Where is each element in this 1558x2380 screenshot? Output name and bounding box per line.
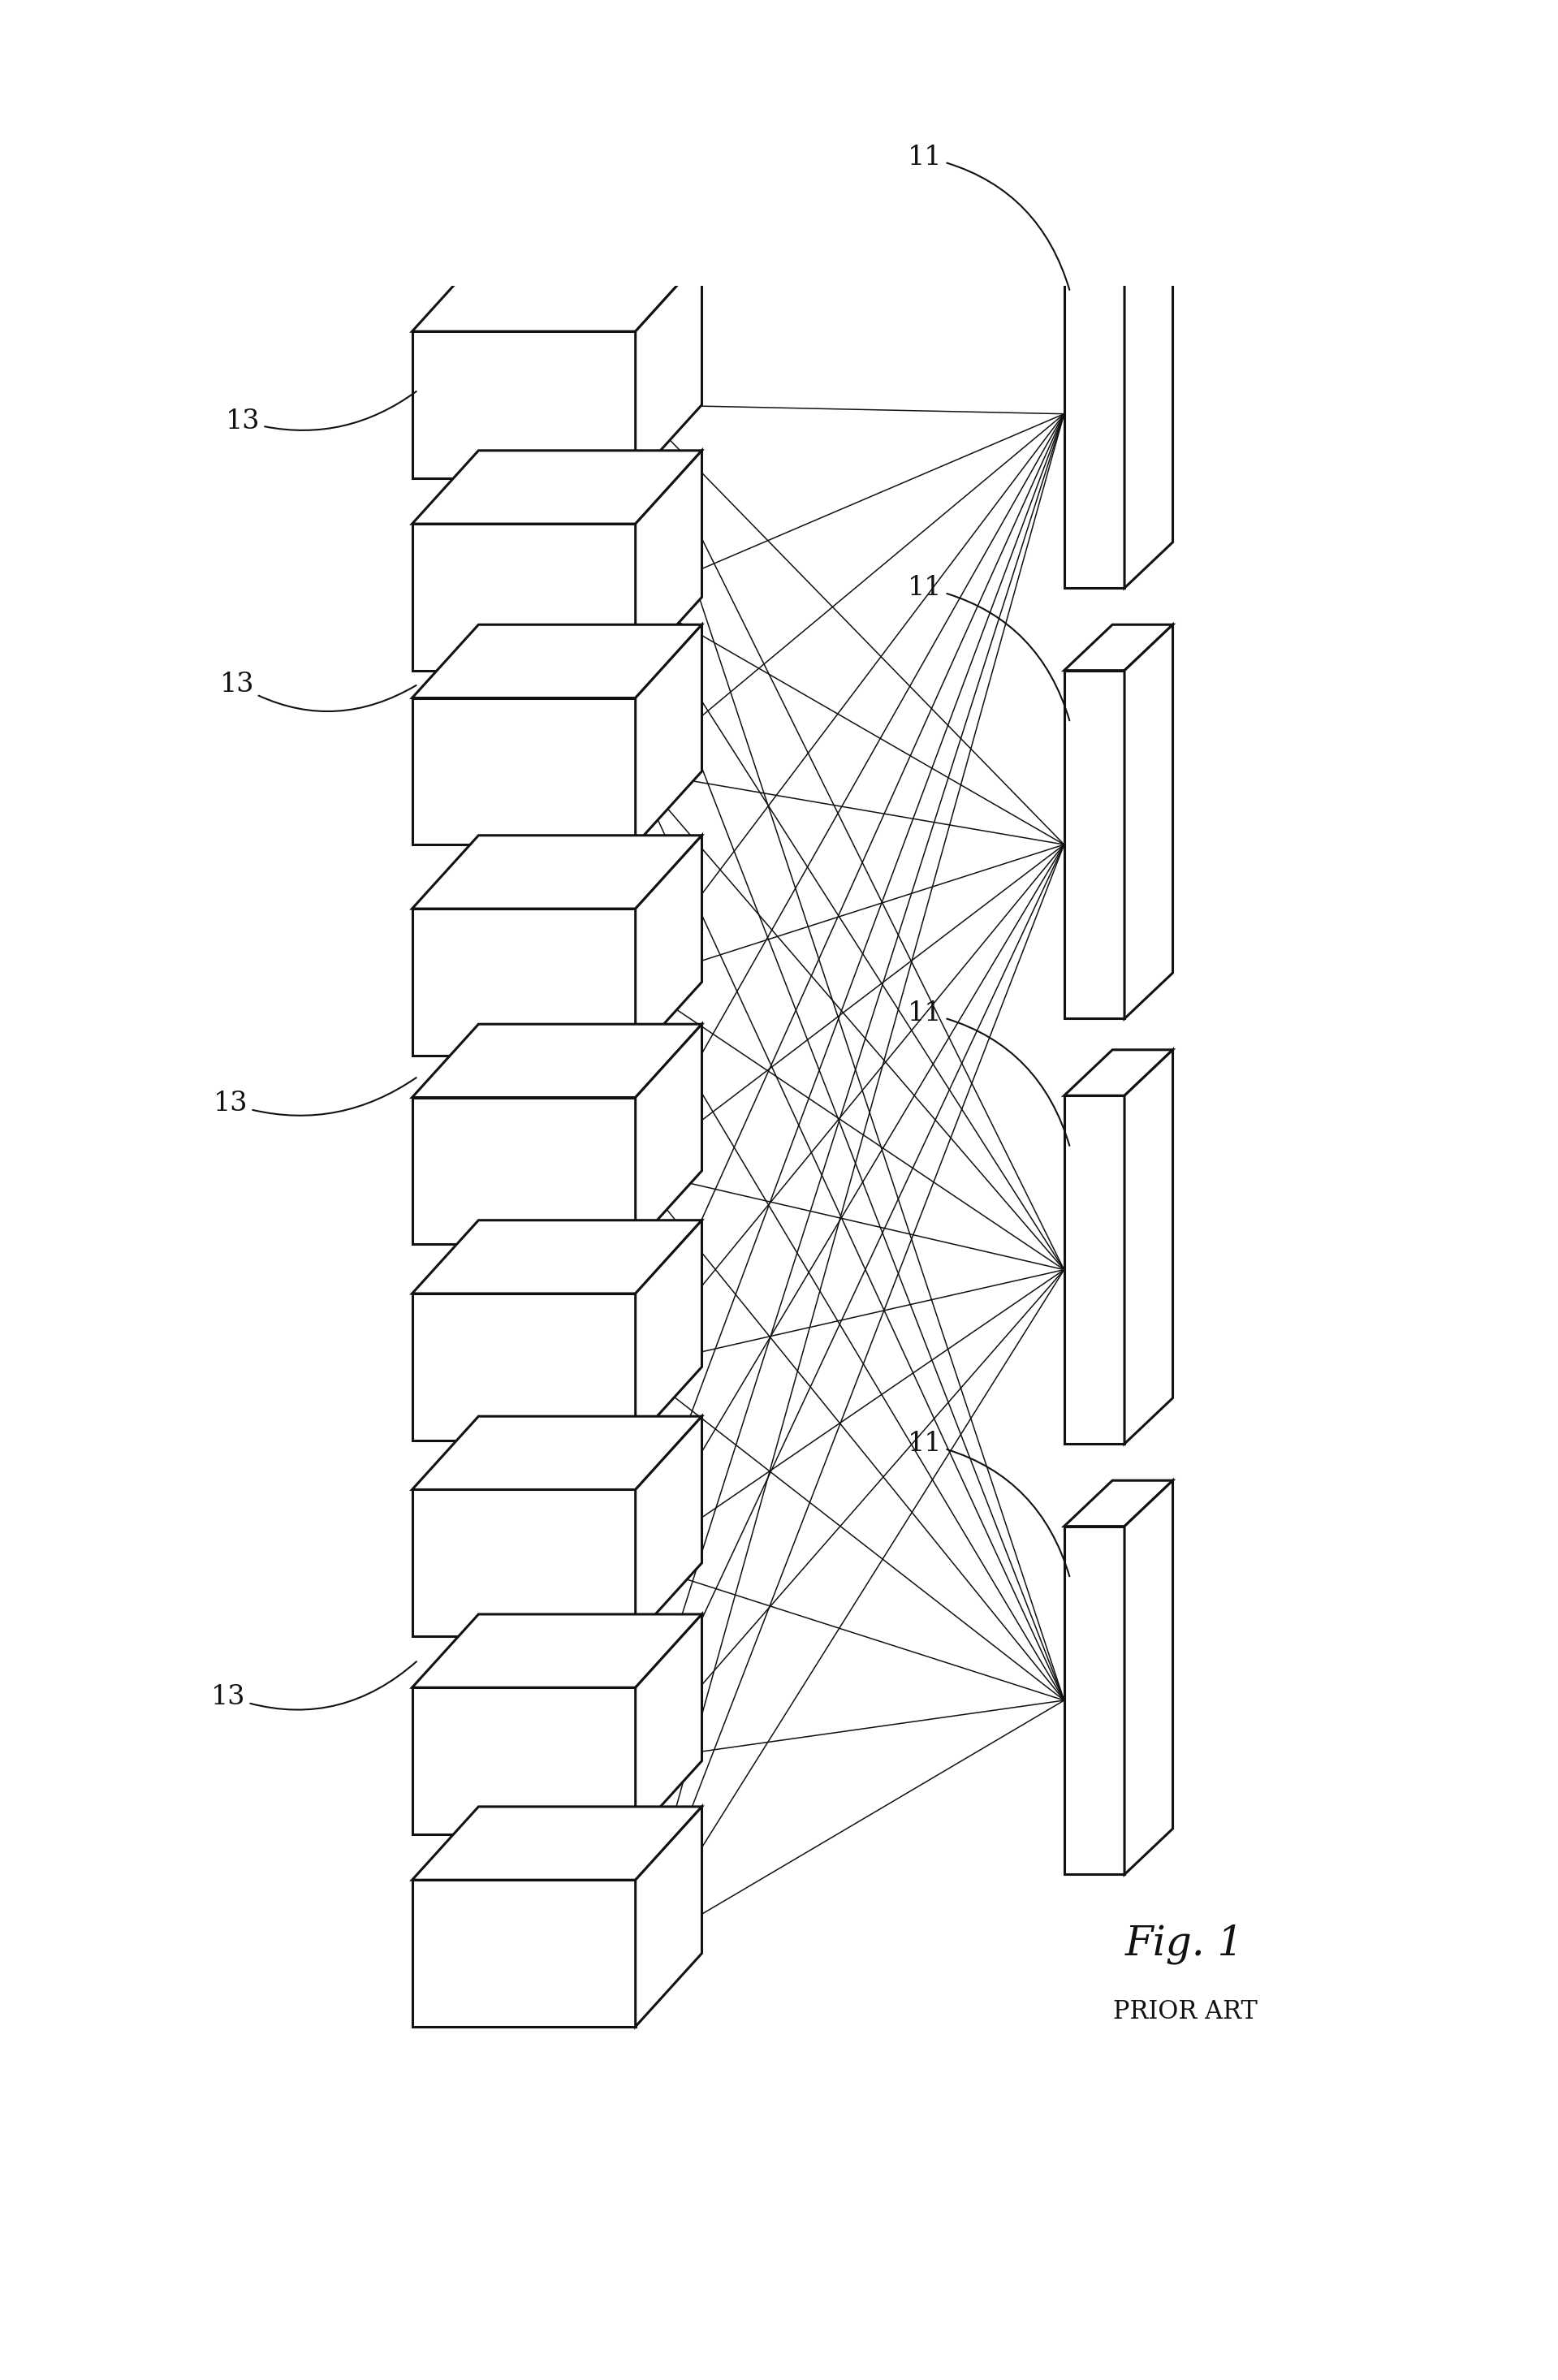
Text: 11: 11 bbox=[908, 1430, 1069, 1576]
Polygon shape bbox=[411, 331, 636, 478]
Polygon shape bbox=[636, 1416, 701, 1635]
Polygon shape bbox=[411, 697, 636, 845]
Polygon shape bbox=[636, 450, 701, 671]
Polygon shape bbox=[411, 257, 701, 331]
Polygon shape bbox=[411, 450, 701, 524]
Polygon shape bbox=[411, 1292, 636, 1440]
Polygon shape bbox=[636, 1221, 701, 1440]
Polygon shape bbox=[1064, 195, 1173, 240]
Polygon shape bbox=[636, 1806, 701, 2028]
Text: PRIOR ART: PRIOR ART bbox=[1112, 1999, 1257, 2025]
Text: 13: 13 bbox=[226, 390, 416, 433]
Polygon shape bbox=[411, 624, 701, 697]
Polygon shape bbox=[411, 835, 701, 909]
Polygon shape bbox=[1125, 1050, 1173, 1445]
Polygon shape bbox=[411, 909, 636, 1054]
Polygon shape bbox=[411, 1880, 636, 2028]
Polygon shape bbox=[411, 1416, 701, 1490]
Polygon shape bbox=[636, 835, 701, 1054]
Polygon shape bbox=[1064, 1050, 1173, 1095]
Polygon shape bbox=[1064, 1095, 1125, 1445]
Polygon shape bbox=[411, 1490, 636, 1635]
Text: 13: 13 bbox=[212, 1661, 416, 1709]
Text: 13: 13 bbox=[220, 671, 416, 712]
Text: 11: 11 bbox=[908, 145, 1069, 290]
Polygon shape bbox=[411, 1097, 636, 1245]
Polygon shape bbox=[1064, 624, 1173, 671]
Text: 11: 11 bbox=[908, 1000, 1069, 1145]
Polygon shape bbox=[411, 1614, 701, 1687]
Polygon shape bbox=[1064, 240, 1125, 588]
Polygon shape bbox=[411, 1221, 701, 1292]
Polygon shape bbox=[411, 1806, 701, 1880]
Polygon shape bbox=[1125, 195, 1173, 588]
Polygon shape bbox=[1125, 1480, 1173, 1875]
Polygon shape bbox=[1064, 1480, 1173, 1526]
Polygon shape bbox=[636, 1614, 701, 1835]
Text: 13: 13 bbox=[213, 1078, 416, 1116]
Polygon shape bbox=[1064, 671, 1125, 1019]
Text: 11: 11 bbox=[908, 576, 1069, 721]
Polygon shape bbox=[636, 624, 701, 845]
Text: Fig. 1: Fig. 1 bbox=[1125, 1923, 1245, 1964]
Polygon shape bbox=[636, 1023, 701, 1245]
Polygon shape bbox=[411, 524, 636, 671]
Polygon shape bbox=[1125, 624, 1173, 1019]
Polygon shape bbox=[411, 1687, 636, 1835]
Polygon shape bbox=[636, 257, 701, 478]
Polygon shape bbox=[1064, 1526, 1125, 1875]
Polygon shape bbox=[411, 1023, 701, 1097]
